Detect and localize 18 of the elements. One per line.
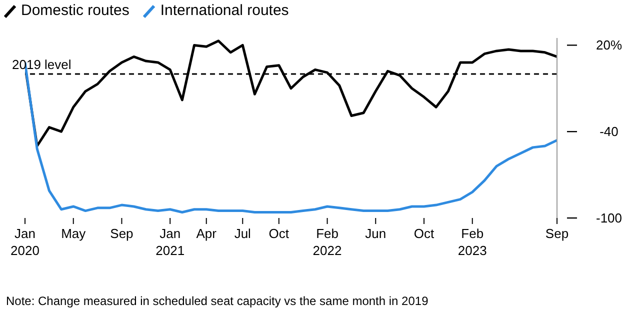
x-tick-label: May [61, 226, 86, 241]
x-tick-label: Jun [365, 226, 386, 241]
y-tick-label: -100 [596, 210, 622, 226]
x-tick-label: Jul [234, 226, 252, 241]
x-tick-label: Sep [110, 226, 134, 241]
x-tick-label: Oct [268, 226, 290, 241]
x-tick-label: Feb 2023 [458, 226, 487, 258]
x-tick-label: Apr [196, 226, 218, 241]
x-tick-label: Oct [414, 226, 434, 241]
text: Note: Change measured in scheduled seat capacity vs the same month in 2019 [6, 294, 428, 309]
y-tick-label: -40 [600, 124, 618, 140]
x-tick-label: Jan 2020 [10, 226, 40, 258]
x-tick-label: Feb 2022 [312, 226, 342, 258]
x-tick-label: Jan 2021 [156, 226, 185, 258]
y-tick-label: 20% [596, 38, 622, 53]
x-tick-label: Sep [545, 226, 569, 241]
legend-label: Domestic routes [21, 2, 130, 19]
legend-label: International routes [160, 2, 289, 19]
